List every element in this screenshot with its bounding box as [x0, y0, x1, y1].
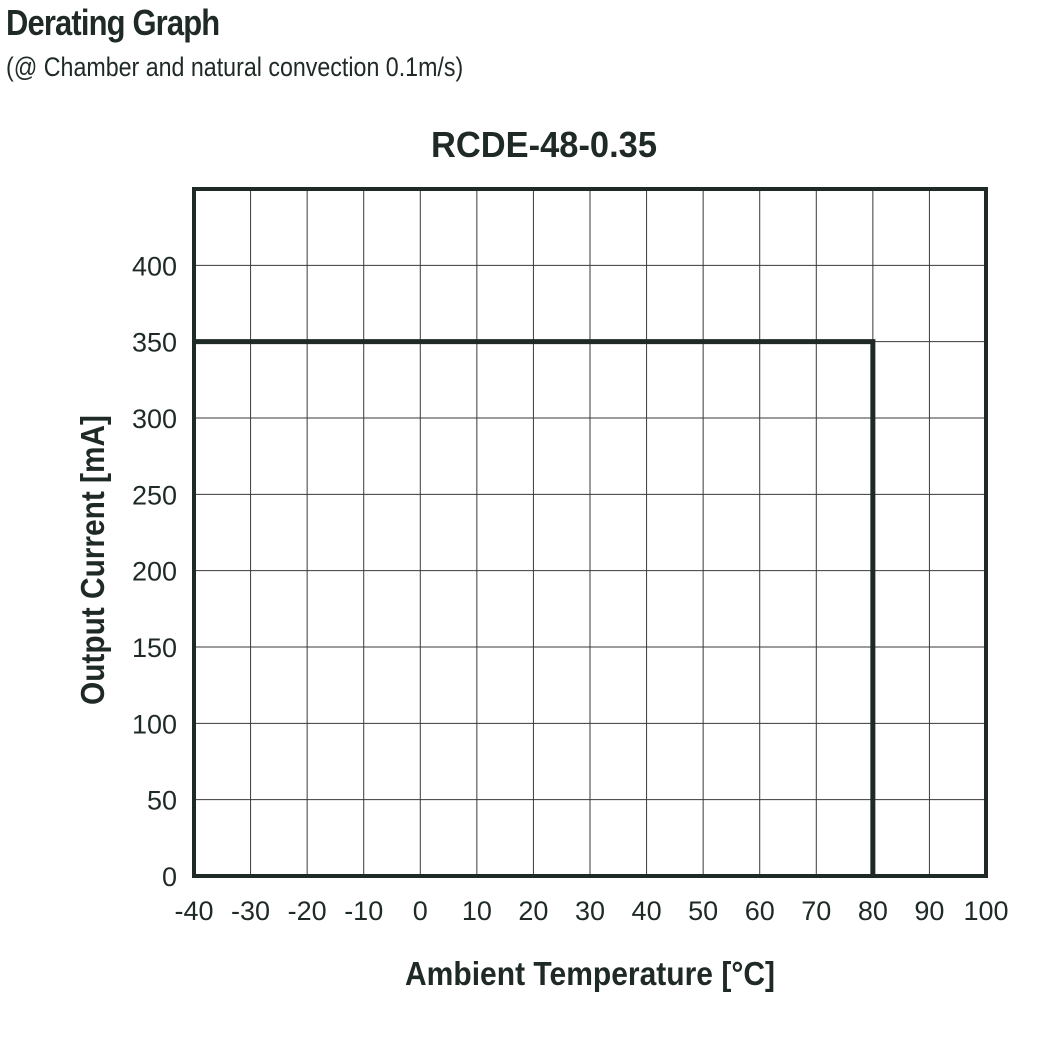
series-layer [194, 339, 876, 876]
x-tick-labels: -40 -30 -20 -10 0 10 20 30 40 50 60 70 80 90 100 [174, 896, 1008, 926]
y-tick-label: 50 [147, 786, 177, 816]
derating-curve [194, 339, 876, 876]
y-tick-label: 0 [162, 862, 177, 892]
x-tick-label: 50 [688, 896, 718, 926]
y-axis-title: Output Current [mA] [74, 415, 111, 705]
x-tick-label: -40 [174, 896, 213, 926]
x-tick-label: 30 [575, 896, 605, 926]
x-tick-label: 0 [413, 896, 428, 926]
grid [194, 189, 986, 876]
y-tick-label: 200 [132, 557, 177, 587]
y-tick-label: 250 [132, 480, 177, 510]
page-subtitle: (@ Chamber and natural convection 0.1m/s… [6, 52, 464, 82]
x-tick-label: 20 [518, 896, 548, 926]
y-tick-label: 150 [132, 633, 177, 663]
x-axis-title: Ambient Temperature [°C] [405, 955, 775, 992]
x-tick-label: 90 [914, 896, 944, 926]
chart-title: RCDE-48-0.35 [431, 124, 657, 165]
y-tick-label: 300 [132, 404, 177, 434]
y-tick-labels: 0 50 100 150 200 250 300 350 400 [132, 251, 177, 892]
plot-frame [192, 187, 988, 878]
x-tick-label: 70 [801, 896, 831, 926]
x-tick-label: 100 [963, 896, 1008, 926]
x-tick-label: -30 [231, 896, 270, 926]
page-title: Derating Graph [6, 2, 220, 43]
x-tick-label: 80 [858, 896, 888, 926]
y-tick-label: 350 [132, 328, 177, 358]
x-tick-label: 10 [462, 896, 492, 926]
x-tick-label: 40 [632, 896, 662, 926]
x-tick-label: 60 [745, 896, 775, 926]
y-tick-label: 400 [132, 251, 177, 281]
x-tick-label: -10 [344, 896, 383, 926]
y-tick-label: 100 [132, 709, 177, 739]
x-tick-label: -20 [288, 896, 327, 926]
